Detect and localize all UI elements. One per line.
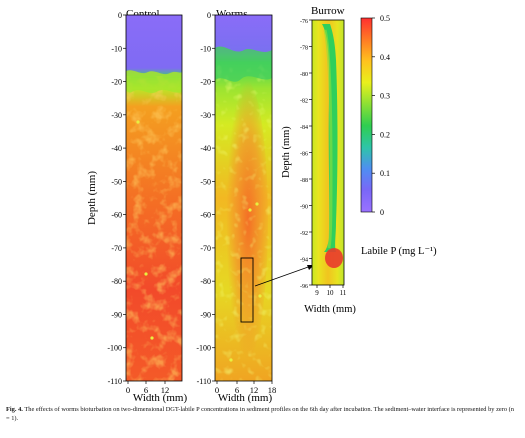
speckle xyxy=(258,294,262,298)
control-heatmap-texture xyxy=(126,76,182,381)
colorbar-tick-label: 0.5 xyxy=(380,14,390,23)
colorbar-scale xyxy=(360,17,373,213)
width-tick-label: 9 xyxy=(315,289,319,297)
depth-tick-label: -80 xyxy=(111,277,122,286)
burrow-xlabel: Width (mm) xyxy=(304,304,356,315)
depth-tick-label: -40 xyxy=(111,144,122,153)
worms-xlabel: Width (mm) xyxy=(218,392,273,404)
depth-tick-label: -10 xyxy=(200,44,211,53)
worms-frame xyxy=(214,14,273,382)
depth-tick-label: -84 xyxy=(300,125,308,131)
burrow-highlight-box xyxy=(240,257,254,323)
depth-tick-label: -50 xyxy=(111,177,122,186)
colorbar-tick-label: 0.2 xyxy=(380,130,390,139)
depth-tick-label: 0 xyxy=(118,11,122,20)
colorbar: 0.5 0.4 0.3 0.2 0.1 0 Labile P (mg L⁻¹) xyxy=(360,14,437,257)
caption-text: The effects of worms bioturbation on two… xyxy=(6,406,514,422)
burrow-depth-axis: -76 -78 -80 -82 -84 -86 -88 -90 -92 -94 -96 xyxy=(300,19,312,290)
caption-label: Fig. 4. xyxy=(6,406,23,413)
control-width-axis: 0 6 12 xyxy=(126,381,169,395)
depth-tick-label: -96 xyxy=(300,284,308,290)
burrow-channel-edge xyxy=(323,29,333,249)
depth-tick-label: -110 xyxy=(108,377,122,386)
depth-tick-label: -100 xyxy=(107,344,122,353)
depth-tick-label: -110 xyxy=(197,377,211,386)
depth-tick-label: -100 xyxy=(196,344,211,353)
depth-tick-label: -70 xyxy=(111,244,122,253)
depth-tick-label: -30 xyxy=(111,111,122,120)
depth-tick-label: -78 xyxy=(300,46,308,52)
depth-tick-label: -90 xyxy=(200,310,211,319)
worms-heatmap-texture xyxy=(215,62,272,381)
depth-tick-label: -30 xyxy=(200,111,211,120)
width-tick-label: 12 xyxy=(161,385,170,395)
figure-caption: Fig. 4. The effects of worms bioturbatio… xyxy=(6,405,519,423)
width-tick-label: 6 xyxy=(144,385,148,395)
speckle xyxy=(144,272,148,276)
width-tick-label: 11 xyxy=(340,289,347,297)
bottom-xlabel: Width (mm) xyxy=(133,392,188,404)
depth-tick-label: -70 xyxy=(200,244,211,253)
speckle xyxy=(136,120,140,124)
depth-tick-label: -88 xyxy=(300,178,308,184)
width-tick-label: 10 xyxy=(327,289,335,297)
colorbar-tick-label: 0.3 xyxy=(380,92,390,101)
depth-tick-label: -80 xyxy=(200,277,211,286)
control-panel: Control 0-10-20-30-40-50-60-70-80-90-100… xyxy=(86,8,183,395)
depth-tick-label: -94 xyxy=(300,258,308,264)
depth-tick-label: -20 xyxy=(111,78,122,87)
speckle xyxy=(150,336,154,340)
depth-tick-label: -60 xyxy=(200,211,211,220)
worms-upper-green xyxy=(215,46,272,82)
depth-tick-label: -40 xyxy=(200,144,211,153)
depth-tick-label: -90 xyxy=(111,310,122,319)
worms-width-axis: 0 6 12 18 xyxy=(215,381,276,395)
depth-tick-label: -60 xyxy=(111,211,122,220)
depth-tick-label: -90 xyxy=(300,205,308,211)
burrow-panel: Burrow -76 -78 -80 -82 -84 -86 -88 -90 -92 -94 -96… xyxy=(281,5,356,315)
depth-tick-label: -82 xyxy=(300,99,308,105)
control-depth-axis: 0 -10 -20 -30 -40 -50 -60 -70 -80 -90 -100 -110 xyxy=(107,11,126,386)
colorbar-tick-label: 0.1 xyxy=(380,169,390,178)
depth-tick-label: -86 xyxy=(300,152,308,158)
speckle xyxy=(255,202,259,206)
width-tick-label: 6 xyxy=(235,385,239,395)
width-tick-label: 12 xyxy=(250,385,259,395)
control-ylabel: Depth (mm) xyxy=(86,171,98,225)
colorbar-tick-label: 0.4 xyxy=(380,53,390,62)
colorbar-ticks: 0.5 0.4 0.3 0.2 0.1 0 xyxy=(372,14,390,217)
worms-depth-axis: 0 -10 -20 -30 -40 -50 -60 -70 -80 -90 -100 -110 xyxy=(196,11,215,386)
burrow-ylabel: Depth (mm) xyxy=(281,126,292,178)
burrow-width-axis: 9 10 11 xyxy=(315,285,347,297)
depth-tick-label: -80 xyxy=(300,72,308,78)
colorbar-tick-label: 0 xyxy=(380,208,384,217)
burrow-title: Burrow xyxy=(311,5,345,17)
width-tick-label: 18 xyxy=(268,385,277,395)
depth-tick-label: -76 xyxy=(300,19,308,25)
width-tick-label: 0 xyxy=(126,385,130,395)
depth-tick-label: -92 xyxy=(300,231,308,237)
colorbar-label: Labile P (mg L⁻¹) xyxy=(361,246,437,257)
depth-tick-label: 0 xyxy=(207,11,211,20)
depth-tick-label: -10 xyxy=(111,44,122,53)
worms-panel: Worms 0-10-20-30-40-50-60-70-80-90-100-1… xyxy=(196,8,314,395)
control-frame xyxy=(125,14,183,382)
control-interface-band xyxy=(126,70,182,93)
depth-tick-label: -50 xyxy=(200,177,211,186)
width-tick-label: 0 xyxy=(215,385,219,395)
depth-tick-label: -20 xyxy=(200,78,211,87)
speckle xyxy=(248,208,252,212)
speckle xyxy=(229,358,233,362)
burrow-hotspot xyxy=(325,248,343,268)
zoom-arrow xyxy=(254,265,312,287)
